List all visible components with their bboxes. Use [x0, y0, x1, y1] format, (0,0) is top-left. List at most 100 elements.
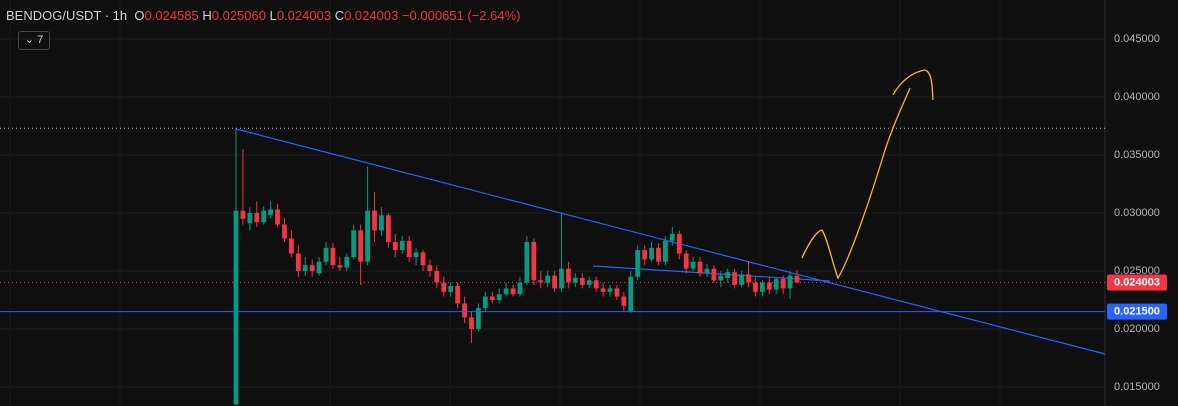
candle-body [787, 275, 793, 289]
value: 0.025060 [211, 8, 266, 23]
candle-body [385, 215, 391, 242]
candle-body [254, 212, 260, 223]
value: 0.024585 [144, 8, 199, 23]
candle-body [413, 252, 419, 258]
candle-body [725, 272, 731, 278]
candle-body [794, 275, 800, 283]
candle-body [614, 288, 620, 297]
price-badge [1107, 274, 1167, 291]
candle-body [593, 280, 599, 289]
candle-body [427, 265, 433, 271]
y-tick-label: 0.030000 [1114, 207, 1160, 219]
candle-body [489, 296, 495, 300]
candle-body [704, 268, 710, 274]
candle-body [379, 215, 384, 231]
candle-body [496, 294, 502, 300]
candle-body [344, 257, 350, 268]
y-tick-label: 0.020000 [1114, 323, 1160, 335]
price-badge-label: 0.021500 [1114, 305, 1160, 317]
candle-body [552, 275, 557, 289]
candle-body [462, 303, 467, 318]
candle-body [441, 282, 447, 292]
price-badge-label: 0.024003 [1114, 276, 1160, 288]
candle-body [663, 240, 668, 262]
value: 0.024003 [344, 8, 399, 23]
candle-body [649, 247, 654, 260]
symbol: BENDOG/USDT [6, 8, 102, 23]
candle-body [759, 282, 765, 292]
indicator-count: 7 [37, 34, 44, 46]
candle-body [372, 210, 377, 231]
candle-body [482, 296, 488, 309]
label: C [334, 8, 345, 23]
candle-body [773, 279, 779, 290]
candle-body [295, 253, 301, 271]
candle-body [600, 288, 606, 292]
candle-body [268, 209, 274, 216]
candle-body [337, 265, 343, 268]
candle-body [559, 268, 564, 289]
interval: 1h [112, 8, 128, 23]
candle-body [579, 277, 585, 285]
candle-body [420, 252, 426, 266]
candle-body [358, 230, 364, 262]
candle-body [697, 261, 703, 274]
candle-body [586, 280, 592, 285]
candle-body [690, 261, 696, 269]
candle-body [545, 275, 551, 283]
candle-body [683, 253, 689, 269]
candle-body [399, 240, 405, 251]
candle-body [510, 288, 516, 295]
candle-body [282, 224, 287, 239]
candle-body [524, 241, 530, 283]
candle-body [538, 280, 544, 283]
candle-body [240, 210, 246, 219]
candle-body [448, 286, 454, 292]
value: 0.024003 [276, 8, 332, 23]
candle-body [517, 282, 523, 295]
candle-body [531, 241, 537, 281]
candle-body [406, 240, 412, 258]
candle-body [711, 268, 717, 281]
hand-drawn-arrow [801, 69, 934, 280]
candle-body [739, 274, 744, 285]
label: L [269, 8, 277, 23]
candle-body [746, 274, 751, 283]
label: O [134, 8, 145, 23]
trend-line [235, 128, 1106, 355]
candle-body [316, 261, 322, 274]
candle-body [434, 270, 440, 283]
candle-body [628, 276, 634, 312]
candle-body [607, 288, 613, 292]
candle-body [572, 277, 578, 283]
candle-body [289, 238, 294, 254]
candle-body [718, 275, 724, 281]
y-tick-label: 0.035000 [1114, 149, 1160, 161]
candle-body [365, 210, 370, 262]
candle-body [780, 279, 786, 289]
candle-body [275, 209, 280, 225]
indicator-toggle[interactable]: ⌄ 7 [18, 31, 50, 50]
candle-body [351, 230, 357, 258]
y-tick-label: 0.015000 [1114, 381, 1160, 393]
change: −0.000651 (−2.64%) [401, 8, 521, 23]
candle-body [676, 233, 682, 254]
candle-body [642, 250, 648, 260]
candle-body [247, 212, 253, 224]
candle-body [766, 282, 772, 290]
candle-body [753, 282, 758, 292]
candle-body [566, 268, 571, 283]
candle-body [261, 210, 267, 223]
candle-body [233, 210, 239, 405]
candle-body [309, 265, 315, 271]
candle-body [455, 286, 461, 304]
ohlc-header: BENDOG/USDT · 1h O0.024585 H0.025060 L0.… [6, 8, 521, 23]
candle-body [656, 247, 661, 262]
candle-body [669, 233, 675, 241]
candle-body [323, 247, 329, 262]
y-tick-label: 0.040000 [1114, 91, 1160, 103]
candle-body [392, 241, 398, 251]
price-badge [1107, 303, 1167, 320]
